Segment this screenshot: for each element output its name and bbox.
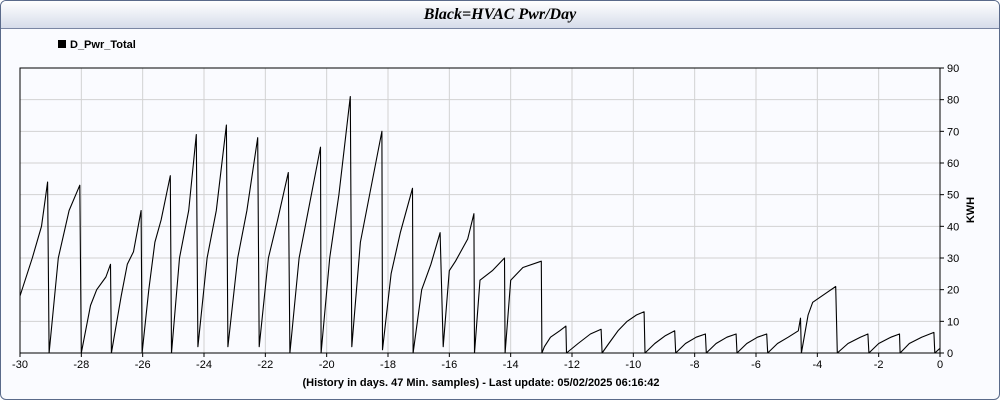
- y-tick-label: 0: [947, 348, 953, 360]
- x-axis: -30 -28 -26 -24 -22 -20 -18 -16 -14 -12 -10 -8 -6 -4-…: [12, 353, 943, 371]
- series-line: [19, 95, 941, 354]
- x-tick-label: -24: [196, 359, 212, 371]
- x-tick-label: -6: [751, 359, 761, 371]
- x-tick-label: -28: [73, 359, 89, 371]
- x-tick-label: 0: [937, 359, 943, 371]
- y-tick-label: 60: [947, 158, 959, 170]
- series-layer: [19, 95, 941, 354]
- x-tick-label: -20: [319, 359, 335, 371]
- footer-text: (History in days. 47 Min. samples) - Las…: [302, 377, 659, 389]
- x-tick-label: -30: [12, 359, 28, 371]
- x-tick-label: -12: [564, 359, 580, 371]
- y-tick-label: 90: [947, 63, 959, 75]
- y-tick-label: 30: [947, 253, 959, 265]
- x-tick-label: -2: [874, 359, 884, 371]
- plot-area: [19, 67, 941, 354]
- y-tick-label: 70: [947, 126, 959, 138]
- x-tick-label: -8: [690, 359, 700, 371]
- legend-label: D_Pwr_Total: [70, 39, 136, 51]
- legend: D_Pwr_Total: [58, 39, 136, 51]
- y-tick-label: 20: [947, 285, 959, 297]
- x-tick-label: -14: [503, 359, 519, 371]
- x-tick-label: -18: [380, 359, 396, 371]
- chart-title: Black=HVAC Pwr/Day: [423, 6, 577, 23]
- y-tick-label: 50: [947, 190, 959, 202]
- x-tick-label: -26: [135, 359, 151, 371]
- y-axis: 0 10 20 30 40 50 60 70 80 90: [940, 63, 959, 360]
- y-tick-label: 40: [947, 221, 959, 233]
- y-tick-label: 10: [947, 316, 959, 328]
- y-axis-label: KWH: [965, 197, 977, 223]
- y-tick-label: 80: [947, 95, 959, 107]
- x-tick-label: -10: [625, 359, 641, 371]
- grid: [20, 68, 940, 353]
- x-tick-label: -16: [441, 359, 457, 371]
- legend-swatch: [58, 40, 66, 48]
- x-tick-label: -4: [812, 359, 822, 371]
- chart-title-bar: Black=HVAC Pwr/Day: [1, 1, 999, 29]
- x-tick-label: -22: [257, 359, 273, 371]
